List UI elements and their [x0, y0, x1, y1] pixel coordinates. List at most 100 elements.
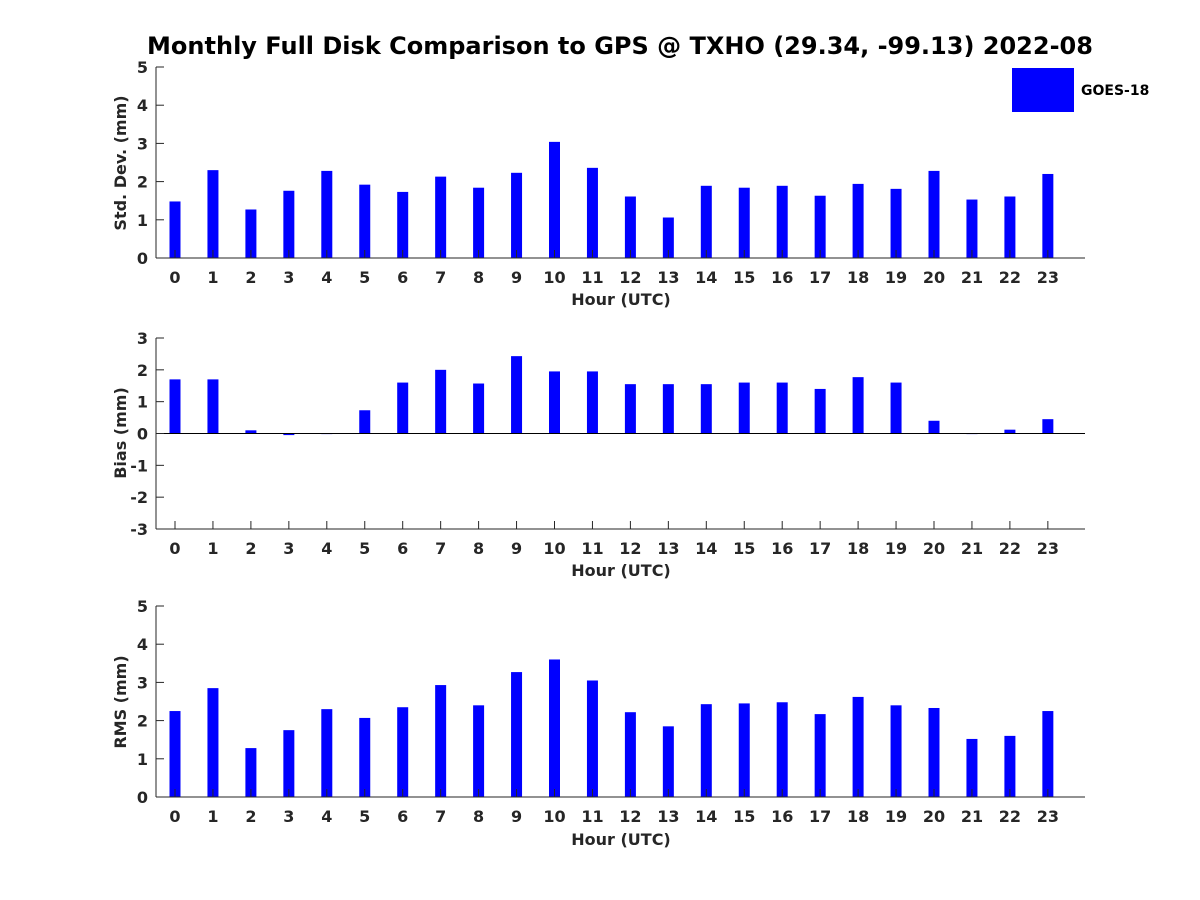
std-dev-x-tick-label: 1	[207, 268, 218, 287]
rms-bar-hour-12	[624, 712, 636, 797]
std-dev-x-tick-label: 17	[809, 268, 831, 287]
bias-bar-hour-10	[549, 371, 560, 434]
rms-bar-hour-3	[283, 730, 295, 797]
bias-x-tick-label: 0	[169, 539, 180, 558]
std-dev-x-tick-label: 11	[581, 268, 603, 287]
std-dev-x-tick-label: 2	[245, 268, 256, 287]
rms-y-tick-label: 5	[137, 597, 148, 616]
rms-bar-hour-17	[814, 714, 826, 797]
rms-bar-hour-15	[738, 703, 750, 797]
std-dev-x-tick-label: 3	[283, 268, 294, 287]
std-dev-bar-hour-18	[852, 183, 864, 258]
bias-y-tick-label: -2	[130, 488, 148, 507]
bias-y-tick-label: -1	[130, 456, 148, 475]
std-dev-y-axis-label: Std. Dev. (mm)	[111, 95, 130, 230]
std-dev-bar-hour-23	[1042, 173, 1054, 258]
rms-x-tick-label: 5	[359, 807, 370, 826]
rms-x-tick-label: 23	[1037, 807, 1059, 826]
bias-x-tick-label: 14	[695, 539, 717, 558]
rms-bar-hour-1	[207, 688, 219, 797]
std-dev-bar-hour-20	[928, 170, 940, 258]
std-dev-x-axis-label: Hour (UTC)	[571, 290, 671, 309]
rms-bar-hour-5	[359, 717, 371, 797]
std-dev-bar-hour-17	[814, 195, 826, 258]
std-dev-x-tick-label: 16	[771, 268, 793, 287]
bias-x-tick-label: 20	[923, 539, 945, 558]
rms-x-tick-label: 2	[245, 807, 256, 826]
std-dev-x-tick-label: 6	[397, 268, 408, 287]
rms-x-tick-label: 16	[771, 807, 793, 826]
std-dev-y-tick-label: 1	[137, 211, 148, 230]
std-dev-bar-hour-8	[473, 187, 485, 258]
std-dev-x-tick-label: 8	[473, 268, 484, 287]
rms-bar-hour-19	[890, 705, 902, 797]
std-dev-x-tick-label: 0	[169, 268, 180, 287]
std-dev-bar-hour-10	[549, 141, 560, 258]
bias-bar-hour-17	[814, 388, 826, 434]
bias-x-tick-label: 5	[359, 539, 370, 558]
rms-x-tick-label: 18	[847, 807, 869, 826]
std-dev-bar-hour-19	[890, 188, 902, 258]
bias-bar-hour-3	[283, 433, 295, 436]
rms-bar-hour-11	[586, 680, 598, 797]
rms-x-tick-label: 10	[543, 807, 565, 826]
bias-y-tick-label: 2	[137, 361, 148, 380]
rms-x-tick-label: 15	[733, 807, 755, 826]
std-dev-x-tick-label: 15	[733, 268, 755, 287]
rms-x-tick-label: 17	[809, 807, 831, 826]
rms-y-tick-label: 0	[137, 788, 148, 807]
rms-x-tick-label: 20	[923, 807, 945, 826]
bias-x-tick-label: 12	[619, 539, 641, 558]
bias-bar-hour-6	[397, 382, 409, 434]
rms-x-tick-label: 12	[619, 807, 641, 826]
bias-y-tick-label: 1	[137, 393, 148, 412]
std-dev-bar-hour-9	[511, 172, 523, 258]
bias-x-tick-label: 11	[581, 539, 603, 558]
bias-x-tick-label: 10	[543, 539, 565, 558]
bias-x-tick-label: 1	[207, 539, 218, 558]
std-dev-x-tick-label: 18	[847, 268, 869, 287]
bias-bar-hour-5	[359, 410, 371, 434]
rms-x-tick-label: 0	[169, 807, 180, 826]
std-dev-x-tick-label: 21	[961, 268, 983, 287]
std-dev-x-tick-label: 4	[321, 268, 332, 287]
rms-y-axis-label: RMS (mm)	[111, 655, 130, 748]
rms-y-tick-label: 4	[137, 635, 148, 654]
bias-y-axis-label: Bias (mm)	[111, 387, 130, 479]
rms-x-tick-label: 7	[435, 807, 446, 826]
std-dev-y-tick-label: 0	[137, 249, 148, 268]
std-dev-bar-hour-3	[283, 190, 295, 258]
bias-x-tick-label: 16	[771, 539, 793, 558]
bias-bar-hour-14	[700, 384, 712, 434]
bias-x-tick-label: 18	[847, 539, 869, 558]
std-dev-x-tick-label: 7	[435, 268, 446, 287]
bias-bar-hour-0	[169, 379, 181, 434]
rms-bar-hour-14	[700, 704, 712, 797]
rms-bar-hour-9	[511, 672, 523, 797]
std-dev-bar-hour-0	[169, 201, 181, 258]
std-dev-x-tick-label: 19	[885, 268, 907, 287]
bias-x-tick-label: 3	[283, 539, 294, 558]
std-dev-x-tick-label: 20	[923, 268, 945, 287]
bias-bar-hour-22	[1004, 429, 1016, 434]
bias-x-tick-label: 23	[1037, 539, 1059, 558]
std-dev-bar-hour-11	[586, 167, 598, 258]
std-dev-bar-hour-13	[662, 217, 674, 258]
std-dev-y-tick-label: 4	[137, 96, 148, 115]
legend: GOES-18	[1012, 68, 1149, 112]
rms-y-tick-label: 1	[137, 750, 148, 769]
std-dev-x-tick-label: 22	[999, 268, 1021, 287]
rms-bar-hour-6	[397, 707, 409, 797]
bias-x-tick-label: 22	[999, 539, 1021, 558]
bias-bar-hour-8	[473, 383, 485, 434]
bias-bar-hour-16	[776, 382, 788, 434]
bias-bar-hour-7	[435, 369, 447, 434]
legend-label: GOES-18	[1081, 83, 1149, 99]
rms-x-tick-label: 4	[321, 807, 332, 826]
std-dev-x-tick-label: 23	[1037, 268, 1059, 287]
rms-bar-hour-21	[966, 738, 978, 797]
rms-bar-hour-22	[1004, 735, 1016, 797]
